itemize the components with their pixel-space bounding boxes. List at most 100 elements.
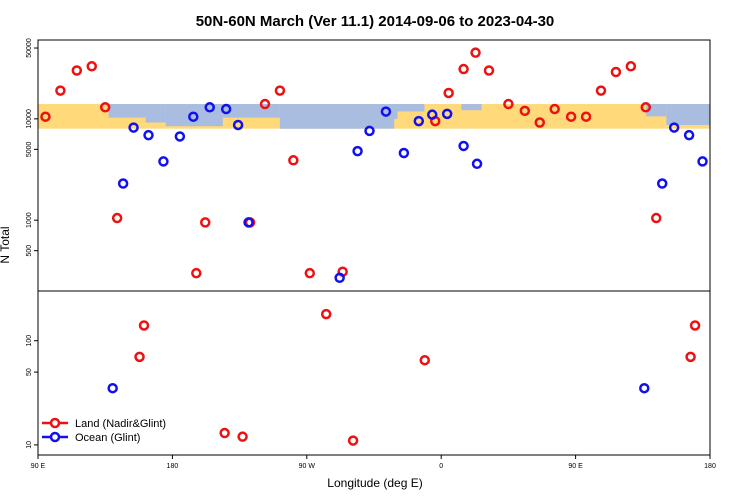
map-ocean-segment [279,106,395,129]
land-point-lower [134,351,145,363]
land-point-upper [565,111,577,122]
data-points [40,47,708,446]
land-point-lower [419,354,431,366]
y-axis-title: N Total [0,226,12,263]
ocean-point-upper [398,147,410,159]
land-point-upper [470,47,481,58]
x-tick-label: 90 E [31,463,46,470]
x-tick-label: 90 E [568,463,583,470]
ocean-point-upper [232,119,244,131]
x-tick-label: 0 [439,463,443,470]
ocean-point-upper [220,103,232,115]
land-point-upper [650,212,662,224]
land-point-upper [288,155,299,166]
land-point-lower [347,435,359,446]
legend: Land (Nadir&Glint) Ocean (Glint) [42,417,166,444]
ocean-point-upper [413,115,425,127]
ocean-point-upper [471,158,483,170]
land-point-upper [595,85,607,96]
land-point-upper [519,105,531,117]
land-point-upper [640,102,652,113]
map-ocean-segment [108,104,146,118]
land-point-upper [55,85,66,96]
y-tick-label: 50000 [26,38,33,58]
land-point-lower [138,320,150,331]
x-tick-label: 90 W [299,463,316,470]
land-point-upper [610,66,622,78]
ocean-point-upper [334,272,345,284]
lower-panel-frame [37,290,711,456]
land-point-upper [86,61,98,72]
ocean-point-upper [683,129,695,141]
map-ocean-segment [165,104,223,127]
land-point-lower [237,431,248,442]
map-ocean-segment [145,104,166,123]
legend-ocean-label: Ocean (Glint) [75,432,140,444]
land-point-upper [549,103,560,115]
land-point-upper [458,63,469,75]
y-tick-label: 1000 [26,212,33,228]
ocean-point-upper [364,125,375,137]
y-tick-label: 10000 [26,109,33,129]
map-ocean-segment [646,104,667,117]
y-tick-label: 100 [26,335,33,347]
land-point-upper [191,267,202,279]
y-tick-label: 5000 [26,141,33,157]
land-point-lower [320,308,332,320]
land-point-upper [503,98,514,110]
map-ocean-segment [397,104,425,112]
land-point-upper [580,111,592,122]
legend-land-label: Land (Nadir&Glint) [75,418,166,430]
land-point-lower [685,351,696,363]
x-tick-label: 180 [167,463,179,470]
ocean-point-lower [107,382,118,394]
ocean-point-upper [656,178,668,189]
land-point-lower [219,427,230,439]
ocean-point-upper [204,102,215,113]
ocean-point-upper [352,145,363,157]
ocean-point-upper [158,156,169,167]
land-point-upper [274,85,286,96]
x-tick-label: 180 [704,463,716,470]
ocean-point-upper [243,217,254,228]
land-point-upper [259,98,271,110]
ocean-point-upper [117,178,129,189]
land-point-upper [40,111,51,122]
ocean-point-upper [458,140,469,152]
land-point-upper [200,217,211,228]
ocean-point-upper [697,156,708,167]
lower-y-axis: 10 50 100 [26,335,38,449]
land-point-upper [443,87,454,99]
y-tick-label: 500 [26,245,33,257]
ocean-point-upper [143,129,154,141]
ocean-point-upper [188,111,199,122]
legend-ocean-marker [49,431,61,443]
ocean-point-upper [441,108,453,120]
chart-title: 50N-60N March (Ver 11.1) 2014-09-06 to 2… [196,13,555,30]
map-band [38,104,710,129]
ocean-point-lower [639,382,650,394]
y-tick-label: 10 [26,441,33,449]
x-axis-title: Longitude (deg E) [327,476,422,490]
land-point-upper [625,61,637,72]
map-ocean-segment [461,104,482,111]
land-point-upper [304,267,316,279]
upper-y-axis: 500 1000 5000 10000 50000 [26,38,38,257]
upper-panel-frame [37,39,711,292]
land-point-upper [111,212,123,224]
legend-land-marker [49,417,61,429]
y-tick-label: 50 [26,368,33,376]
ocean-point-upper [426,109,438,120]
ocean-point-upper [128,122,139,133]
land-point-upper [71,65,83,76]
x-axis: 90 E 180 90 W 0 90 E 180 [31,455,716,470]
map-ocean-segment [666,104,710,125]
land-point-lower [689,320,701,331]
land-point-upper [534,117,546,128]
map-ocean-segment [222,104,280,118]
ocean-point-upper [380,106,392,117]
land-point-upper [99,102,111,113]
ocean-point-upper [668,122,680,133]
land-point-upper [483,65,495,76]
